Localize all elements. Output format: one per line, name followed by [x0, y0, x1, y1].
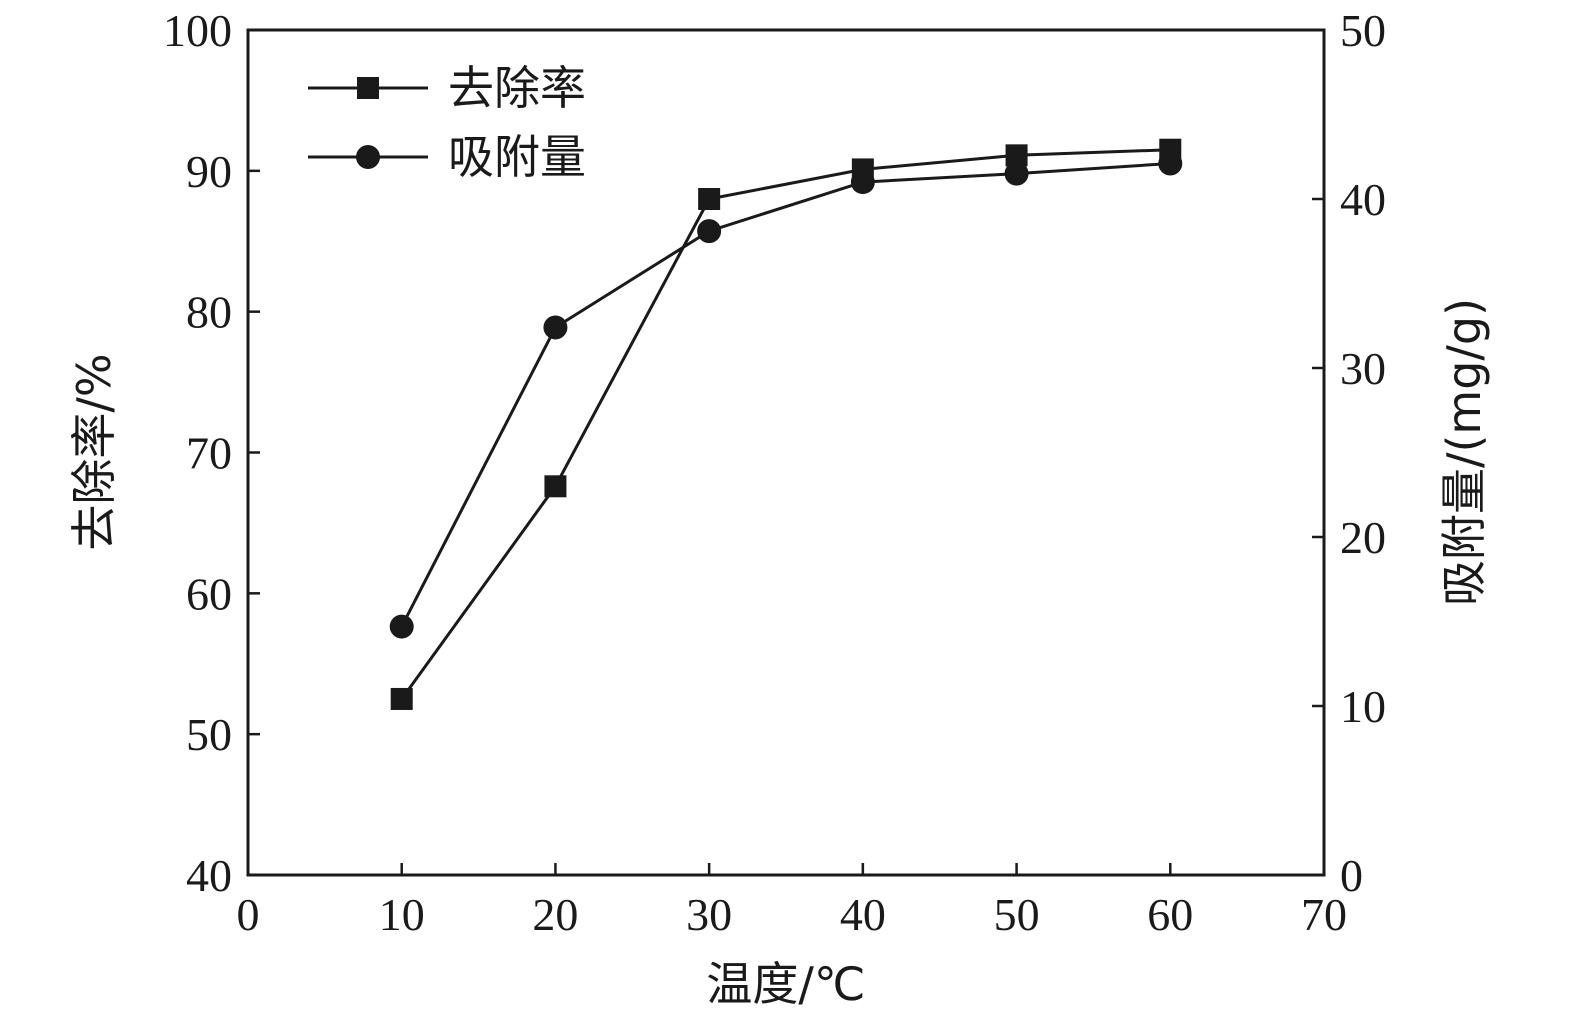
data-point-square [1005, 144, 1028, 167]
legend-label-removal-rate: 去除率 [448, 61, 586, 115]
left-y-tick-label: 80 [186, 287, 232, 338]
legend-square-marker [357, 77, 379, 99]
right-y-tick-label: 20 [1340, 512, 1386, 563]
series-line-adsorption [400, 162, 1171, 628]
right-y-tick-label: 50 [1340, 5, 1386, 56]
left-y-tick-label: 70 [186, 428, 232, 479]
data-point-circle [697, 219, 722, 244]
x-tick-label: 70 [1301, 889, 1347, 940]
left-y-tick-label: 100 [163, 5, 232, 56]
left-y-tick-label: 40 [186, 850, 232, 901]
legend: 去除率 吸附量 [308, 61, 586, 184]
data-point-circle [1158, 151, 1183, 176]
right-y-tick-label: 30 [1340, 343, 1386, 394]
x-axis-ticks: 0 10 20 30 40 50 60 70 [237, 863, 1347, 940]
x-tick-label: 60 [1147, 889, 1193, 940]
x-axis-title: 温度/℃ [706, 957, 865, 1011]
data-point-square [544, 475, 567, 498]
legend-circle-marker [356, 145, 380, 169]
x-tick-label: 10 [379, 889, 425, 940]
right-axis-ticks: 0 10 20 30 40 50 [1312, 5, 1386, 901]
left-y-tick-label: 60 [186, 568, 232, 619]
data-point-circle [389, 614, 414, 639]
series-layer [389, 138, 1183, 710]
legend-label-adsorption: 吸附量 [448, 130, 586, 184]
right-y-tick-label: 10 [1340, 681, 1386, 732]
x-tick-label: 40 [840, 889, 886, 940]
x-tick-label: 30 [686, 889, 732, 940]
data-point-circle [1004, 161, 1029, 186]
series-line-removal-rate [400, 148, 1171, 700]
right-axis-title: 吸附量/(mg/g) [1437, 298, 1491, 606]
right-y-tick-label: 40 [1340, 174, 1386, 225]
data-point-circle [543, 315, 568, 340]
x-tick-label: 0 [237, 889, 260, 940]
data-point-square [698, 188, 721, 210]
data-point-circle [850, 170, 875, 195]
left-y-tick-label: 50 [186, 709, 232, 760]
right-y-tick-label: 0 [1340, 850, 1363, 901]
data-point-square [390, 687, 413, 710]
x-tick-label: 50 [994, 889, 1040, 940]
left-y-tick-label: 90 [186, 146, 232, 197]
x-tick-label: 20 [532, 889, 578, 940]
left-axis-ticks: 40 50 60 70 80 90 100 [163, 5, 260, 901]
left-axis-title: 去除率/% [67, 353, 121, 550]
